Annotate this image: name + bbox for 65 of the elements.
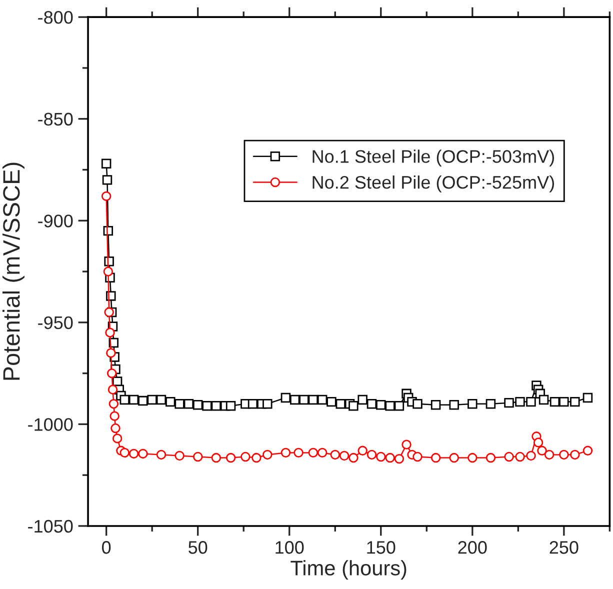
point xyxy=(192,452,203,462)
point xyxy=(504,452,514,462)
point xyxy=(385,452,395,463)
point xyxy=(106,348,116,358)
point xyxy=(252,452,262,463)
point xyxy=(308,448,318,458)
point xyxy=(138,448,148,459)
point xyxy=(174,450,184,461)
point xyxy=(280,448,291,458)
y-axis-title: Potential (mV/SSCE) xyxy=(2,162,24,380)
point xyxy=(262,450,272,460)
point xyxy=(110,411,120,421)
y-tick-label: -1000 xyxy=(28,418,73,431)
point xyxy=(240,452,250,462)
point xyxy=(294,448,304,458)
point xyxy=(103,266,114,276)
point xyxy=(537,446,547,456)
point xyxy=(106,368,117,378)
point xyxy=(348,452,358,463)
point xyxy=(112,434,122,444)
legend-label: No.2 Steel Pile (OCP:-525mV) xyxy=(312,175,554,192)
point xyxy=(376,452,386,462)
y-tick-label: -950 xyxy=(38,316,73,330)
y-tick-label: -800 xyxy=(38,11,73,24)
point xyxy=(108,384,118,394)
x-tick-label: 0 xyxy=(102,541,111,554)
point xyxy=(570,450,580,460)
x-tick-label: 50 xyxy=(188,541,208,554)
point xyxy=(110,423,120,434)
y-tick-label: -850 xyxy=(38,112,73,126)
point xyxy=(468,452,478,463)
point xyxy=(128,448,139,459)
x-tick-label: 150 xyxy=(367,541,396,554)
point xyxy=(101,191,112,202)
y-tick-label: -900 xyxy=(38,214,73,228)
point xyxy=(449,452,459,463)
point xyxy=(317,448,328,458)
point xyxy=(544,450,554,460)
point xyxy=(430,452,441,463)
x-axis-title: Time (hours) xyxy=(290,560,406,580)
point xyxy=(402,440,412,450)
point xyxy=(120,448,130,458)
point xyxy=(526,450,536,461)
point xyxy=(156,450,166,460)
point xyxy=(358,446,368,456)
point xyxy=(104,307,114,318)
point xyxy=(559,450,569,460)
point xyxy=(486,452,496,463)
point xyxy=(211,452,222,463)
point xyxy=(108,398,119,409)
x-tick-label: 250 xyxy=(550,541,578,554)
point xyxy=(339,450,350,461)
x-tick-label: 100 xyxy=(276,541,304,554)
point xyxy=(533,438,544,448)
y-tick-label: -1050 xyxy=(28,520,73,533)
point xyxy=(330,450,340,460)
point xyxy=(582,446,593,456)
point xyxy=(394,454,404,464)
x-tick-label: 200 xyxy=(458,541,487,554)
point xyxy=(366,450,377,460)
point xyxy=(105,328,115,338)
point xyxy=(412,452,422,462)
legend-label: No.1 Steel Pile (OCP:-503mV) xyxy=(312,150,554,166)
point xyxy=(515,452,525,462)
point xyxy=(226,452,236,463)
